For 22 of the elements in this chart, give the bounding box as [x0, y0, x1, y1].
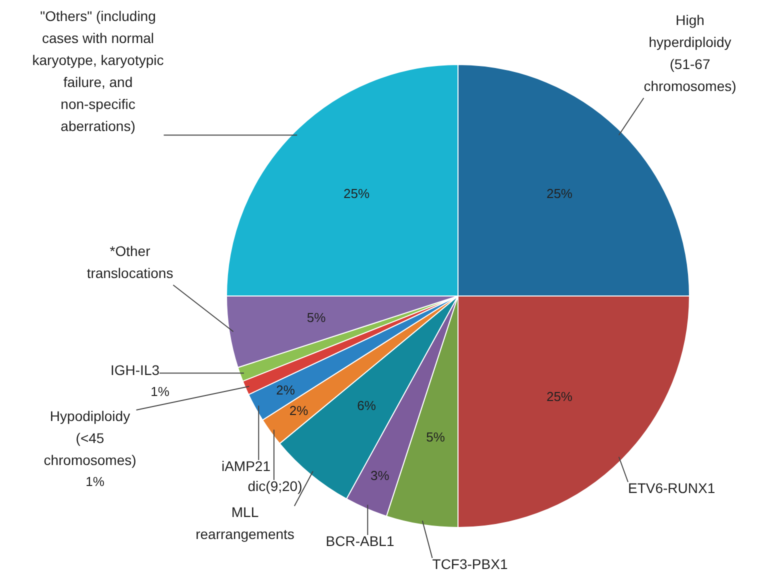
data-label: 6% [357, 398, 376, 414]
slice-label: "Others" (including cases with normal karyotype, karyotypic failure, and non-specific aberrations) [32, 8, 164, 134]
slice-label: ETV6-RUNX1 [628, 480, 716, 496]
slice-label: TCF3-PBX1 [432, 556, 508, 572]
slice-label: Hypodiploidy (<45 chromosomes) [44, 408, 136, 468]
data-label: 2% [289, 403, 309, 418]
data-label: 25% [546, 389, 573, 404]
slice-label: iAMP21 [221, 458, 271, 474]
slice-label: BCR-ABL1 [326, 532, 394, 549]
slice-label: IGH-IL3 [110, 362, 160, 378]
slice-label: dic(9;20) [248, 478, 302, 494]
slice-label: High hyperdiploidy (51-67 chromosomes) [644, 12, 736, 94]
slice-label: *Other translocations [86, 242, 174, 281]
data-label: 1% [86, 474, 105, 490]
slice-label: MLL rearrangements [196, 504, 294, 542]
data-label: 25% [343, 186, 370, 202]
data-label: 25% [546, 186, 573, 202]
data-label: 1% [150, 384, 170, 400]
data-label: 5% [306, 310, 326, 326]
data-label: 3% [370, 468, 390, 484]
data-label: 2% [276, 382, 296, 398]
data-label: 5% [426, 429, 446, 444]
